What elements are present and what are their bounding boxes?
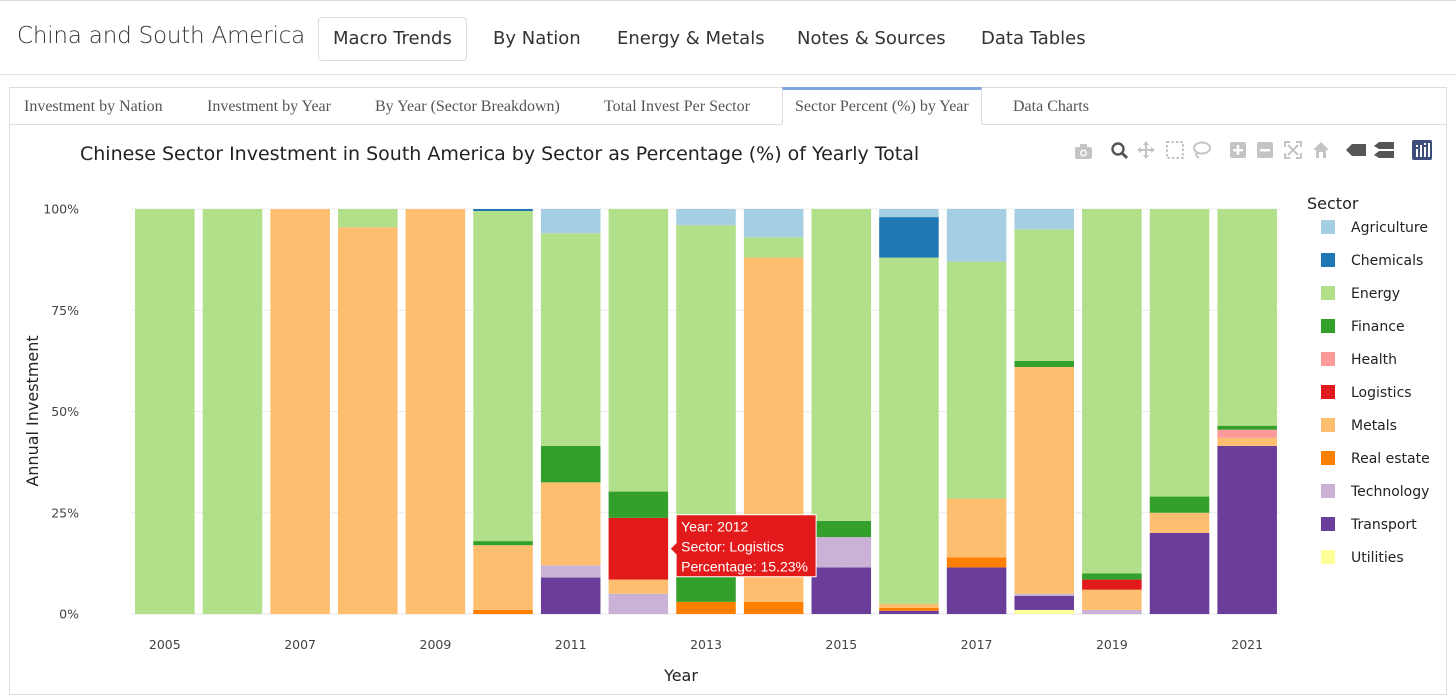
spike-lines-icon[interactable] (1346, 144, 1366, 156)
pan-icon[interactable] (1137, 141, 1155, 159)
tab-investment-by-year[interactable]: Investment by Year (207, 98, 331, 115)
nav-data-tables[interactable]: Data Tables (981, 28, 1086, 49)
tab-total-invest-per-sector[interactable]: Total Invest Per Sector (604, 98, 750, 115)
tab-investment-by-nation[interactable]: Investment by Nation (24, 98, 163, 115)
nav-by-nation[interactable]: By Nation (493, 28, 581, 49)
chart-tabbar: Investment by Nation Investment by Year … (9, 87, 1447, 125)
tab-data-charts[interactable]: Data Charts (1013, 98, 1089, 115)
chart-title: Chinese Sector Investment in South Ameri… (80, 143, 920, 165)
autoscale-icon[interactable] (1284, 141, 1302, 159)
lasso-icon[interactable] (1193, 141, 1211, 159)
zoom-out-icon[interactable] (1257, 142, 1273, 158)
tab-sector-percent-by-year[interactable]: Sector Percent (%) by Year (782, 87, 982, 125)
camera-icon[interactable] (1075, 144, 1092, 159)
top-navbar: China and South America Macro Trends By … (0, 0, 1456, 75)
reset-axes-icon[interactable] (1313, 142, 1329, 158)
plot-modebar (1074, 140, 1432, 160)
tab-by-year-sector-breakdown[interactable]: By Year (Sector Breakdown) (375, 98, 560, 115)
nav-macro-trends[interactable]: Macro Trends (318, 17, 467, 61)
chart-panel (9, 124, 1447, 695)
zoom-in-icon[interactable] (1230, 142, 1246, 158)
nav-energy-metals[interactable]: Energy & Metals (617, 28, 765, 49)
zoom-icon[interactable] (1111, 142, 1129, 160)
nav-notes-sources[interactable]: Notes & Sources (797, 28, 946, 49)
app-brand[interactable]: China and South America (17, 23, 306, 49)
box-select-icon[interactable] (1166, 141, 1184, 159)
compare-data-icon[interactable] (1374, 142, 1394, 158)
plotly-logo-icon[interactable] (1412, 140, 1432, 160)
